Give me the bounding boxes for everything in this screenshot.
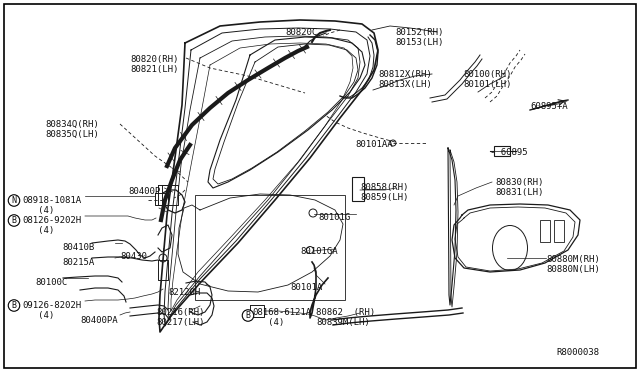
Text: N: N (12, 196, 17, 205)
Text: 80100(RH)
80101(LH): 80100(RH) 80101(LH) (463, 70, 511, 89)
Text: B: B (246, 311, 250, 320)
Text: 80101A: 80101A (290, 283, 323, 292)
Text: 80400PA: 80400PA (80, 316, 118, 325)
Text: - 60895: - 60895 (490, 148, 527, 157)
Text: 60895+A: 60895+A (530, 102, 568, 111)
Text: 80880M(RH)
80880N(LH): 80880M(RH) 80880N(LH) (546, 255, 600, 275)
Text: 80820(RH)
80821(LH): 80820(RH) 80821(LH) (130, 55, 179, 74)
Text: 80812X(RH)
80813X(LH): 80812X(RH) 80813X(LH) (378, 70, 432, 89)
Bar (540, 220, 550, 242)
Text: 80858(RH)
80859(LH): 80858(RH) 80859(LH) (360, 183, 408, 202)
Bar (554, 220, 564, 242)
Text: 08168-6121A
   (4): 08168-6121A (4) (252, 308, 311, 327)
Text: 09126-8202H
   (4): 09126-8202H (4) (22, 301, 81, 320)
Text: B: B (12, 216, 17, 225)
Text: 80152(RH)
80153(LH): 80152(RH) 80153(LH) (395, 28, 444, 47)
Text: 08126-9202H
   (4): 08126-9202H (4) (22, 216, 81, 235)
Text: R8000038: R8000038 (556, 348, 599, 357)
Text: 80100C: 80100C (35, 278, 67, 287)
Text: 80820C: 80820C (285, 28, 317, 37)
Text: 80834Q(RH)
80835Q(LH): 80834Q(RH) 80835Q(LH) (45, 120, 99, 140)
Text: 80410B: 80410B (62, 243, 94, 252)
Text: 80215A: 80215A (62, 258, 94, 267)
Text: 80430: 80430 (120, 252, 147, 261)
Text: 80400P: 80400P (128, 187, 160, 196)
Text: 82120H: 82120H (168, 288, 200, 297)
Text: 80101G: 80101G (318, 213, 350, 222)
Bar (352, 177, 364, 201)
Text: 80101AA: 80101AA (355, 140, 392, 149)
Text: 80216(RH)
80217(LH): 80216(RH) 80217(LH) (156, 308, 204, 327)
Bar (195, 195, 345, 300)
Text: 80101GA: 80101GA (300, 247, 338, 256)
Text: 80830(RH)
80831(LH): 80830(RH) 80831(LH) (495, 178, 543, 198)
Text: B: B (12, 301, 17, 310)
Text: 08918-1081A
   (4): 08918-1081A (4) (22, 196, 81, 215)
Text: 80862  (RH)
80839M(LH): 80862 (RH) 80839M(LH) (316, 308, 375, 327)
Bar (494, 146, 510, 156)
